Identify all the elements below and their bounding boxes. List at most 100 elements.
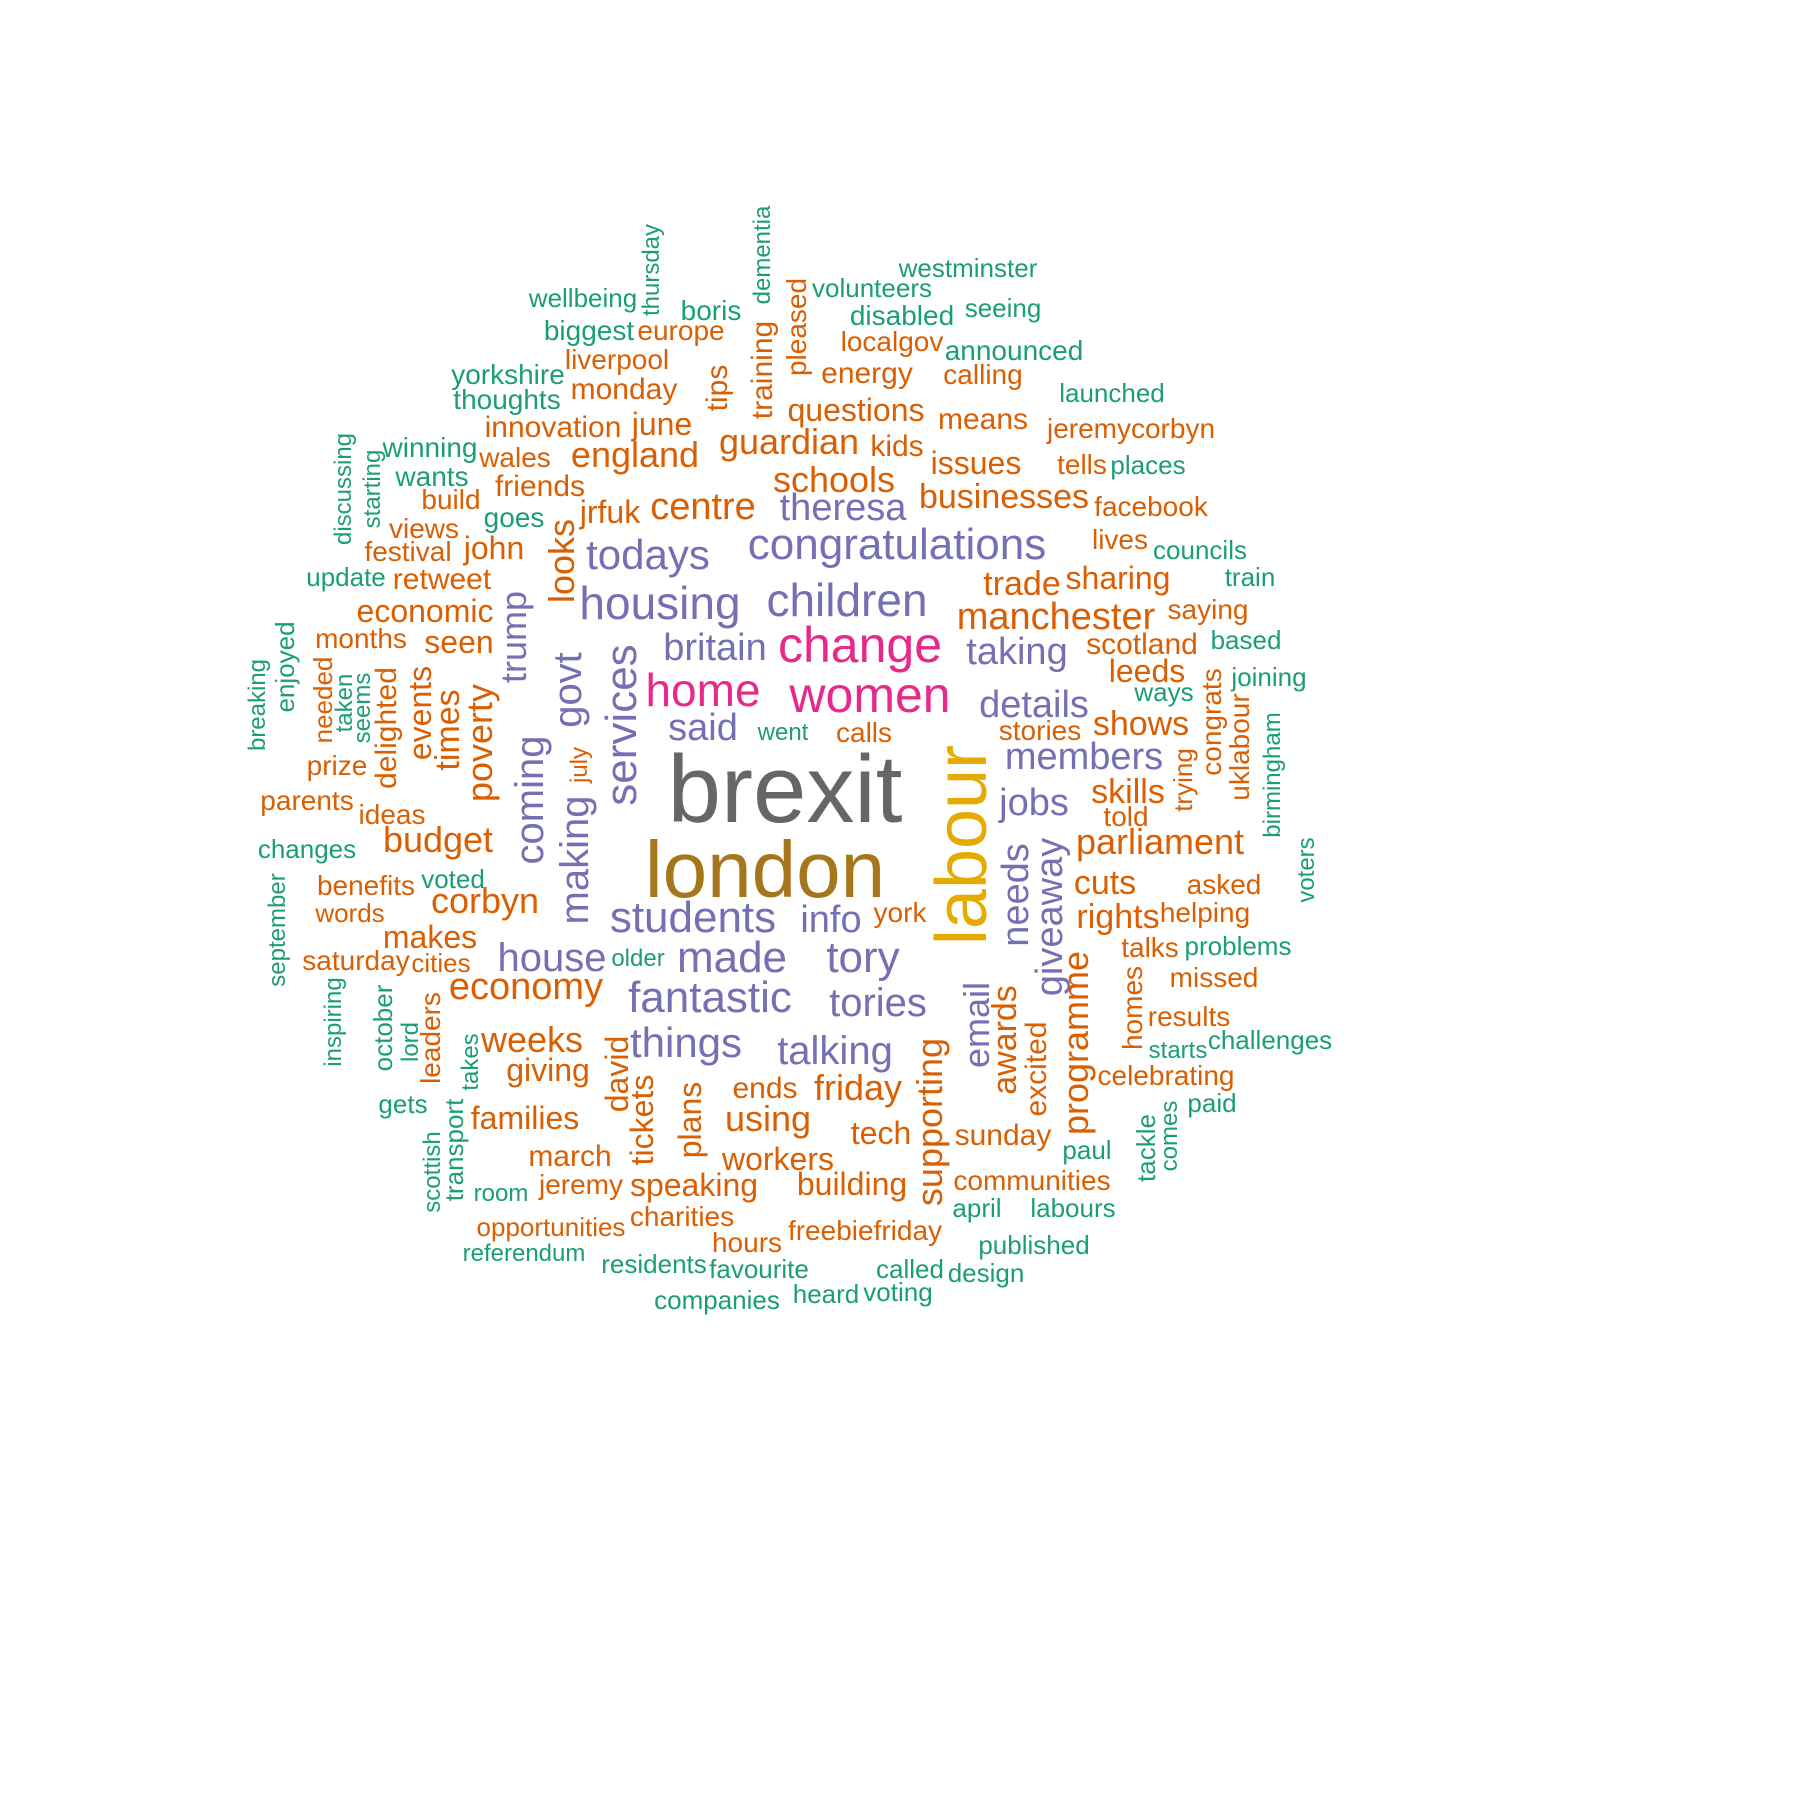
word-helping: helping	[1159, 897, 1251, 928]
word-tech: tech	[850, 1115, 912, 1151]
word-voters: voters	[1293, 837, 1320, 903]
word-guardian: guardian	[718, 421, 860, 462]
word-sharing: sharing	[1065, 560, 1171, 596]
word-wellbeing: wellbeing	[528, 283, 638, 313]
word-celebrating: celebrating	[1097, 1060, 1235, 1091]
word-info: info	[800, 899, 862, 941]
word-poverty: poverty	[459, 683, 500, 803]
word-services: services	[597, 644, 646, 806]
word-missed: missed	[1169, 962, 1259, 993]
word-excited: excited	[1020, 1021, 1053, 1117]
word-congratulations: congratulations	[747, 520, 1047, 569]
word-skills: skills	[1091, 773, 1165, 811]
word-communities: communities	[953, 1165, 1111, 1196]
word-freebiefriday: freebiefriday	[787, 1215, 943, 1246]
word-jeremy: jeremy	[538, 1169, 624, 1200]
word-calling: calling	[943, 359, 1023, 390]
word-awards: awards	[986, 985, 1024, 1095]
word-biggest: biggest	[543, 315, 635, 346]
word-jobs: jobs	[999, 782, 1069, 824]
word-enjoyed: enjoyed	[270, 621, 300, 713]
word-went: went	[757, 719, 809, 746]
word-shows: shows	[1092, 705, 1190, 743]
word-kids: kids	[870, 430, 924, 463]
word-voted: voted	[421, 864, 485, 894]
word-jrfuk: jrfuk	[579, 494, 641, 530]
word-made: made	[676, 933, 788, 982]
word-housing: housing	[579, 577, 741, 629]
word-monday: monday	[570, 373, 678, 406]
word-design: design	[947, 1258, 1025, 1288]
word-changes: changes	[257, 834, 357, 864]
word-change: change	[777, 617, 943, 673]
word-breaking: breaking	[244, 658, 271, 752]
word-opportunities: opportunities	[476, 1212, 626, 1242]
word-october: october	[368, 984, 398, 1072]
word-schools: schools	[772, 459, 896, 500]
word-cities: cities	[411, 948, 471, 978]
word-retweet: retweet	[392, 563, 492, 596]
word-manchester: manchester	[956, 596, 1156, 638]
word-companies: companies	[654, 1285, 780, 1315]
word-heard: heard	[792, 1279, 860, 1309]
word-announced: announced	[944, 335, 1084, 366]
word-programme: programme	[1055, 950, 1096, 1136]
word-words: words	[315, 898, 385, 928]
word-making: making	[553, 795, 597, 925]
word-leeds: leeds	[1108, 653, 1186, 689]
word-trying: trying	[1168, 748, 1198, 812]
word-wales: wales	[479, 442, 551, 473]
word-inspiring: inspiring	[320, 977, 347, 1067]
word-trump: trump	[493, 590, 534, 684]
word-winning: winning	[382, 432, 478, 463]
word-london: london	[644, 825, 886, 914]
word-john: john	[463, 530, 525, 566]
word-april: april	[952, 1193, 1002, 1223]
word-ways: ways	[1134, 677, 1194, 707]
word-told: told	[1103, 801, 1149, 832]
word-goes: goes	[483, 502, 545, 533]
word-building: building	[796, 1166, 908, 1202]
word-wants: wants	[395, 461, 469, 492]
word-speaking: speaking	[629, 1167, 759, 1203]
word-liverpool: liverpool	[564, 344, 670, 375]
word-lives: lives	[1091, 524, 1149, 555]
word-giving: giving	[506, 1052, 590, 1088]
word-innovation: innovation	[484, 411, 622, 444]
word-discussing: discussing	[330, 432, 357, 546]
word-months: months	[315, 623, 407, 654]
word-disabled: disabled	[849, 300, 955, 331]
word-things: things	[629, 1019, 743, 1066]
word-supporting: supporting	[909, 1037, 950, 1207]
word-issues: issues	[930, 445, 1022, 481]
word-jeremycorbyn: jeremycorbyn	[1046, 413, 1216, 444]
word-children: children	[766, 574, 928, 626]
word-economic: economic	[356, 593, 494, 629]
word-york: york	[873, 897, 927, 928]
word-boris: boris	[680, 295, 742, 326]
word-tips: tips	[701, 364, 734, 412]
word-july: july	[566, 746, 593, 784]
word-using: using	[724, 1098, 812, 1139]
word-friends: friends	[494, 470, 586, 503]
word-house: house	[497, 936, 607, 980]
word-workers: workers	[721, 1141, 835, 1177]
word-yorkshire: yorkshire	[451, 359, 565, 390]
word-councils: councils	[1153, 535, 1247, 565]
word-congrats: congrats	[1196, 668, 1227, 776]
word-budget: budget	[382, 819, 494, 860]
word-places: places	[1110, 450, 1186, 480]
word-businesses: businesses	[918, 478, 1090, 516]
word-friday: friday	[813, 1067, 903, 1108]
word-corbyn: corbyn	[430, 880, 540, 921]
word-parents: parents	[260, 785, 354, 816]
word-views: views	[388, 513, 460, 544]
word-fantastic: fantastic	[628, 973, 792, 1022]
word-britain: britain	[663, 627, 767, 669]
word-pleased: pleased	[781, 277, 812, 377]
word-tickets: tickets	[624, 1074, 660, 1166]
word-june: june	[631, 406, 693, 442]
word-festival: festival	[364, 536, 452, 567]
word-training: training	[746, 320, 779, 420]
word-rights: rights	[1076, 898, 1160, 936]
